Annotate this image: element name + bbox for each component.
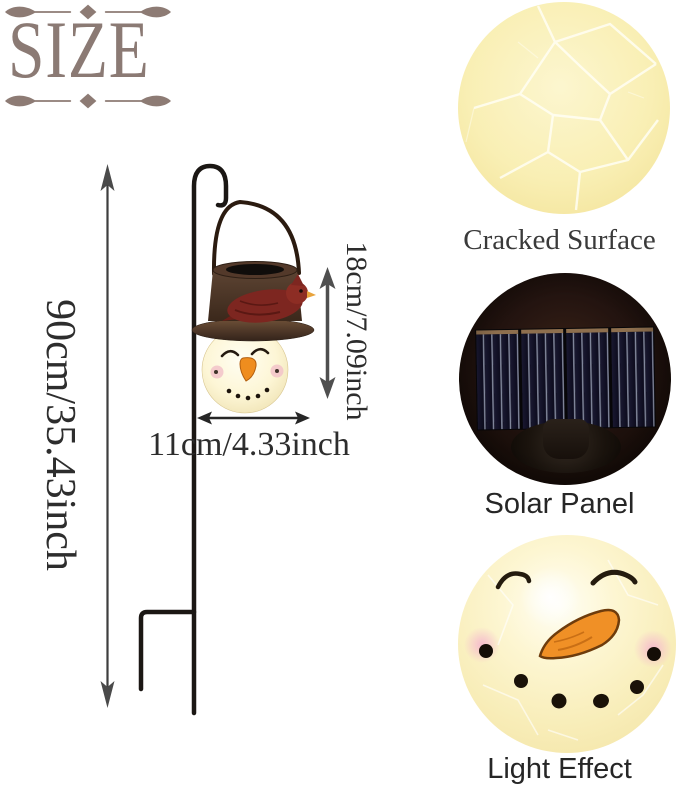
page-title: SIZE (8, 4, 150, 95)
header: SIZE (4, 0, 176, 112)
left-eye (495, 571, 532, 590)
lantern-width-label: 11cm/4.33inch (148, 426, 350, 463)
top-hat (191, 261, 316, 342)
height-arrow (100, 164, 115, 708)
light-glow (520, 567, 580, 627)
cracked-surface-caption: Cracked Surface (463, 224, 656, 256)
crack-lines (465, 5, 659, 211)
lantern-height-label: 18cm/7.09inch (340, 241, 373, 421)
right-eye (590, 569, 638, 586)
photo-vignette (459, 273, 671, 485)
carrot-nose (239, 357, 257, 382)
cracked-surface-photo (458, 2, 670, 214)
snowman-head (201, 326, 289, 414)
light-effect-caption: Light Effect (487, 753, 632, 785)
left-cheek (464, 627, 500, 663)
height-label: 90cm/35.43inch (37, 299, 83, 571)
ornament-divider-top (4, 4, 172, 20)
shepherd-hook-stake (138, 163, 229, 716)
right-eye (250, 347, 270, 356)
lantern-width-arrow (197, 411, 310, 425)
lantern-height-arrow (319, 267, 336, 399)
ornament-divider-bottom (4, 93, 172, 109)
solar-panel-top (226, 264, 284, 275)
cardinal-bird (222, 274, 316, 323)
mouth-dots (514, 674, 644, 709)
solar-panel-photo (459, 273, 671, 485)
lantern-handle (211, 199, 301, 276)
lit-snowman-face (464, 559, 672, 741)
cardinal-beak (307, 291, 316, 298)
solar-panel-caption: Solar Panel (484, 488, 635, 520)
mouth-dots (226, 387, 270, 401)
left-eye (220, 349, 240, 358)
light-effect-photo (458, 535, 676, 753)
